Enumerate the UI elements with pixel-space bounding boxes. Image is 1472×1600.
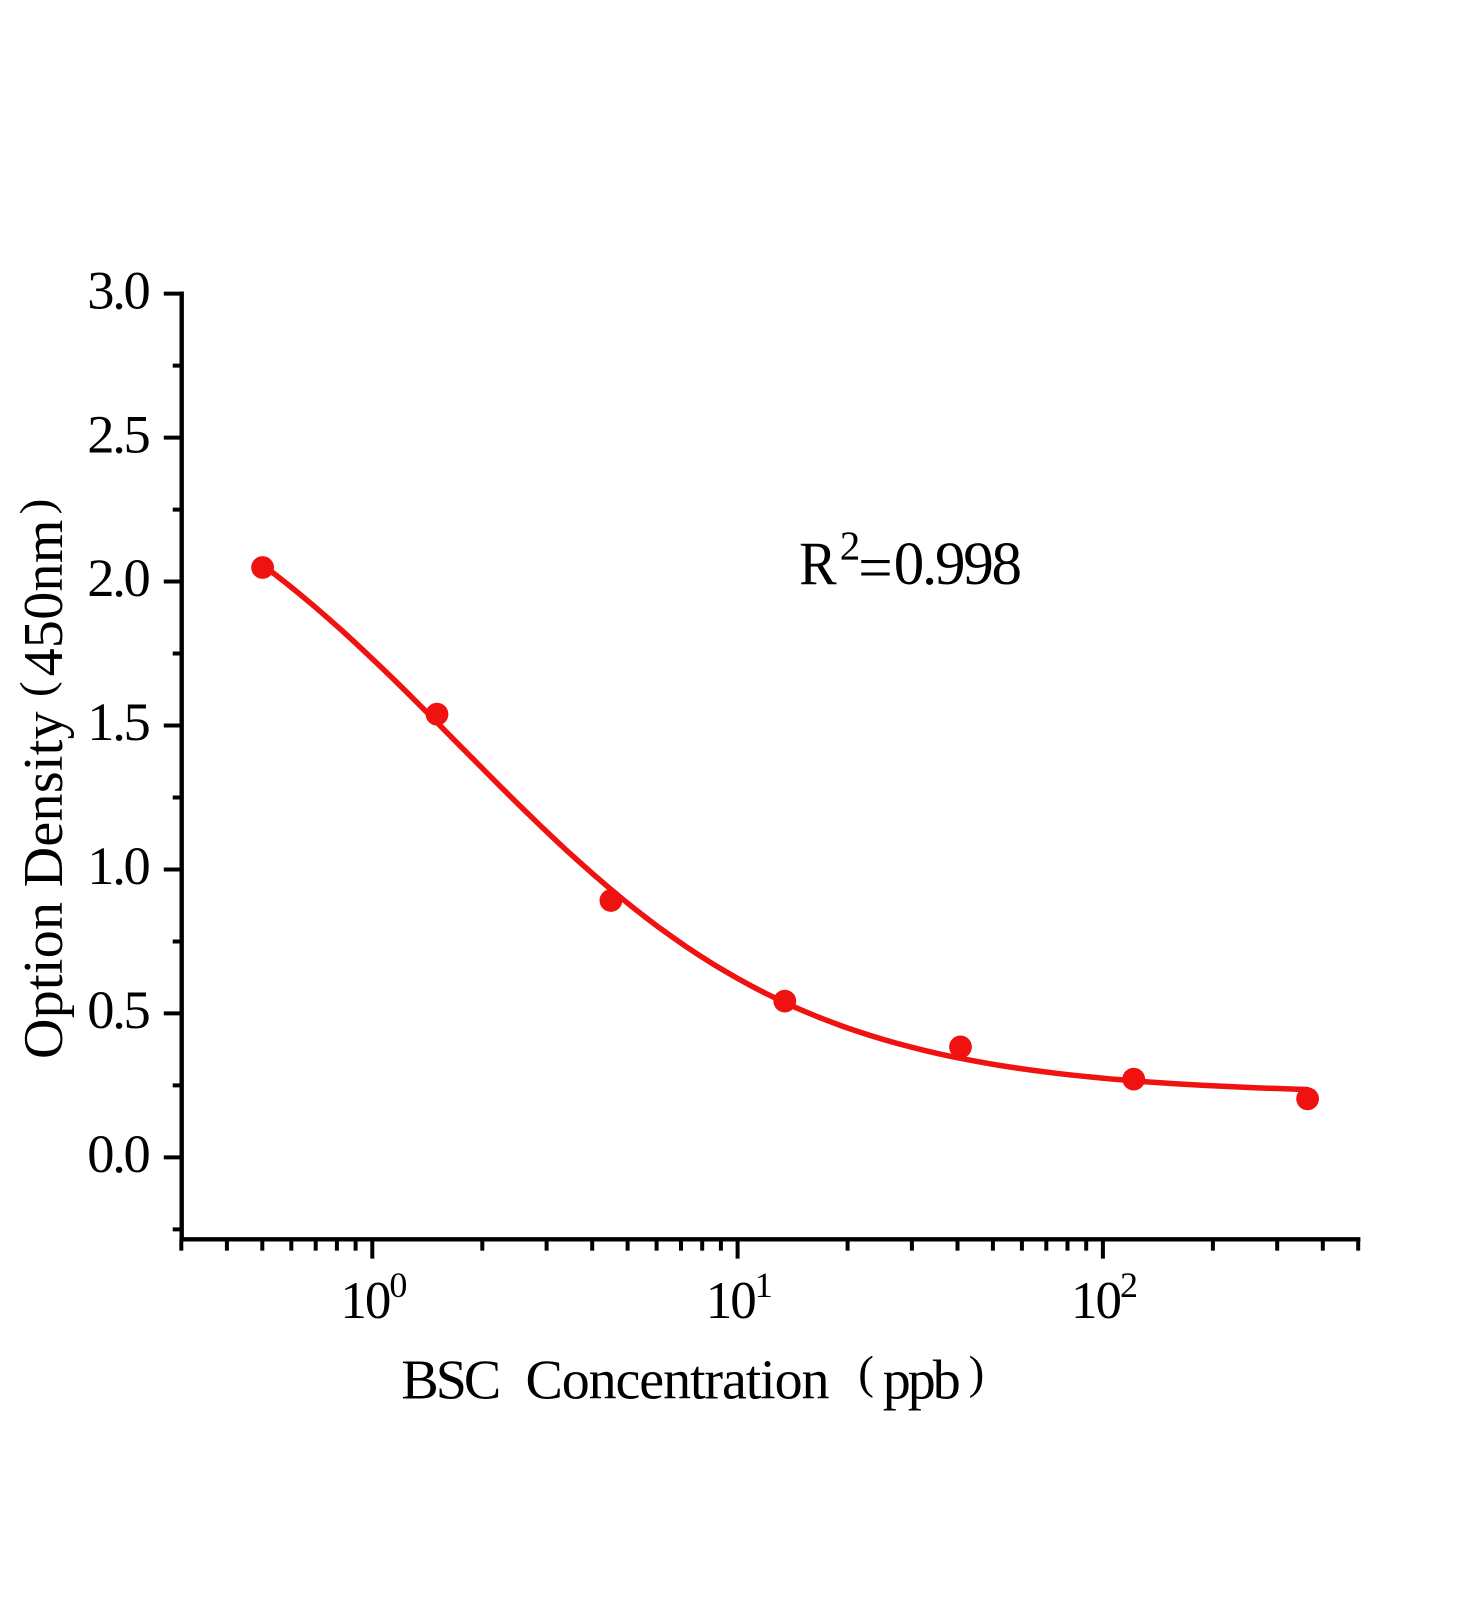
svg-text:2.0: 2.0	[87, 547, 149, 608]
svg-text:Option Density(450nm): Option Density(450nm)	[11, 499, 75, 1059]
svg-text:0.5: 0.5	[87, 979, 149, 1040]
svg-text:0.0: 0.0	[87, 1123, 149, 1184]
svg-text:102: 102	[1071, 1265, 1138, 1330]
svg-text:1.5: 1.5	[87, 691, 149, 752]
svg-text:1.0: 1.0	[87, 835, 149, 896]
svg-text:2.5: 2.5	[87, 403, 149, 464]
svg-text:R2=0.998: R2=0.998	[799, 522, 1020, 602]
svg-text:3.0: 3.0	[87, 259, 149, 320]
